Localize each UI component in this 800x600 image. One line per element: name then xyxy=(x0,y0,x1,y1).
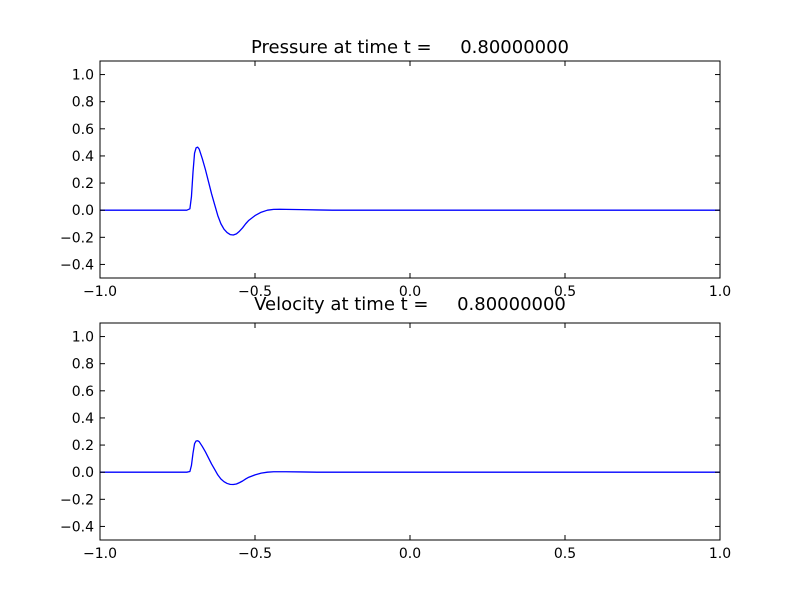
velocity-ytick-label-3: 0.2 xyxy=(72,438,94,454)
velocity-series-line-0 xyxy=(100,440,720,486)
velocity-xtick-label-0: −1.0 xyxy=(83,546,117,562)
pressure-panel: Pressure at time t = 0.80000000 −1.0 −0.5… xyxy=(60,37,731,300)
pressure-xtick-label-1: −0.5 xyxy=(238,284,272,300)
velocity-xtick-label-4: 1.0 xyxy=(709,546,731,562)
velocity-ytick-label-6: 0.8 xyxy=(72,357,94,373)
velocity-ytick-label-0: −0.4 xyxy=(60,519,94,535)
velocity-ytick-label-5: 0.6 xyxy=(72,384,94,400)
pressure-ytick-label-3: 0.2 xyxy=(72,176,94,192)
velocity-title: Velocity at time t = 0.80000000 xyxy=(254,294,566,315)
velocity-xtick-label-3: 0.5 xyxy=(554,546,576,562)
pressure-ytick-label-7: 1.0 xyxy=(72,68,94,84)
pressure-ytick-label-6: 0.8 xyxy=(72,95,94,111)
velocity-panel: Velocity at time t = 0.80000000 −1.0 −0.5… xyxy=(60,294,731,562)
pressure-ytick-label-5: 0.6 xyxy=(72,122,94,138)
pressure-ytick-label-1: −0.2 xyxy=(60,230,94,246)
pressure-xtick-label-0: −1.0 xyxy=(83,284,117,300)
velocity-axes-frame xyxy=(99,322,721,541)
velocity-ytick-label-1: −0.2 xyxy=(60,492,94,508)
pressure-title: Pressure at time t = 0.80000000 xyxy=(251,37,569,58)
pressure-ytick-label-4: 0.4 xyxy=(72,149,94,165)
velocity-xtick-label-1: −0.5 xyxy=(238,546,272,562)
pressure-xtick-label-3: 0.5 xyxy=(554,284,576,300)
pressure-ytick-label-2: 0.0 xyxy=(72,203,94,219)
pressure-xtick-label-2: 0.0 xyxy=(399,284,421,300)
pressure-ytick-label-0: −0.4 xyxy=(60,257,94,273)
velocity-ytick-label-7: 1.0 xyxy=(72,330,94,346)
pressure-series-line-0 xyxy=(100,146,720,236)
velocity-ytick-label-2: 0.0 xyxy=(72,465,94,481)
pressure-xtick-label-4: 1.0 xyxy=(709,284,731,300)
velocity-ytick-label-4: 0.4 xyxy=(72,411,94,427)
velocity-xtick-label-2: 0.0 xyxy=(399,546,421,562)
